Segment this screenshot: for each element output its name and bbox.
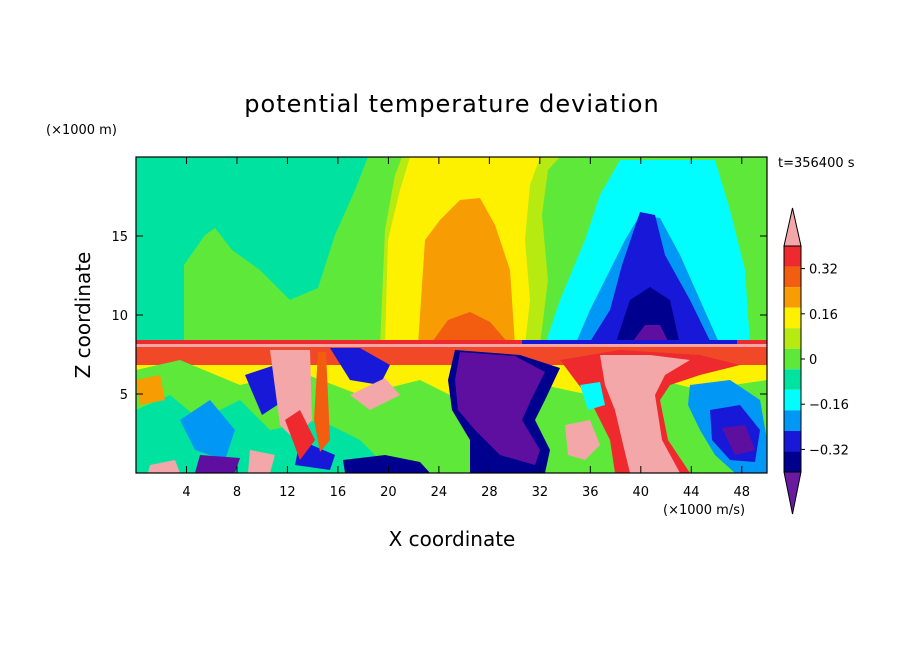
tropopause-blue: [522, 340, 737, 344]
x-tick-label: 8: [233, 485, 241, 500]
colorbar-segment: [784, 451, 801, 472]
colorbar-segment: [784, 246, 801, 267]
x-tick-label: 32: [532, 485, 549, 500]
orange-patch-left: [136, 375, 165, 405]
x-units-label: (×1000 m/s): [663, 503, 745, 518]
red-streak-1: [285, 410, 315, 460]
purple-cell: [455, 352, 545, 465]
colorbar-segment: [784, 266, 801, 288]
colorbar-tick-label: −0.32: [809, 443, 849, 458]
chart-title: potential temperature deviation: [244, 90, 659, 118]
x-tick-label: 12: [279, 485, 296, 500]
colorbar-under-triangle: [783, 471, 802, 515]
colorbar-segment: [784, 287, 801, 308]
colorbar-segment: [784, 369, 801, 390]
colorbar-segment: [784, 430, 801, 452]
red-orange-cap: [430, 312, 510, 345]
y-tick-label: 10: [111, 309, 128, 324]
x-tick-label: 44: [683, 485, 700, 500]
y-units-label: (×1000 m): [46, 123, 117, 138]
x-tick-label: 48: [733, 485, 750, 500]
orange-streak-1: [314, 352, 330, 452]
colorbar-segment: [784, 328, 801, 349]
navy-patch-3: [330, 348, 390, 385]
pink-patch-1: [248, 450, 275, 473]
x-tick-label: 20: [380, 485, 397, 500]
blue-patch-1: [180, 400, 235, 460]
y-tick-label: 15: [111, 230, 128, 245]
pink-plume-2: [350, 378, 400, 410]
colorbar-segment: [784, 410, 801, 431]
x-tick-label: 16: [330, 485, 347, 500]
purple-cell-right: [722, 425, 755, 455]
x-tick-label: 24: [431, 485, 448, 500]
colorbar-tick-label: 0.16: [809, 308, 838, 323]
navy-bottom: [343, 455, 430, 473]
colorbar-tick-label: 0.32: [809, 263, 838, 278]
tropopause-pink: [136, 344, 767, 347]
colorbar-over-triangle: [783, 207, 802, 247]
cyan-patch-1: [580, 382, 605, 410]
time-label: t=356400 s: [778, 156, 855, 171]
y-tick-label: 5: [120, 388, 128, 403]
pink-patch-2: [148, 460, 180, 473]
navy-dome: [615, 287, 680, 345]
colorbar-segment: [784, 307, 801, 329]
x-axis: 4 8 12 16 20 24 28 32 36 40 44 48: [182, 157, 750, 500]
colorbar-tick-label: −0.16: [809, 398, 849, 413]
colorbar-segment: [784, 348, 801, 370]
purple-patch-1: [195, 455, 240, 473]
y-axis-title: Z coordinate: [71, 252, 95, 379]
pink-cell: [600, 355, 690, 473]
x-tick-label: 40: [633, 485, 650, 500]
x-tick-label: 4: [182, 485, 190, 500]
colorbar: 0.32 0.16 0 −0.16 −0.32: [783, 207, 849, 515]
tropopause-red: [136, 340, 767, 344]
y-axis: 5 10 15: [111, 230, 767, 403]
colorbar-segment: [784, 389, 801, 411]
x-axis-title: X coordinate: [389, 527, 516, 551]
x-tick-label: 36: [582, 485, 599, 500]
x-tick-label: 28: [481, 485, 498, 500]
deep-blue-dome: [588, 212, 712, 345]
plot-area: [136, 157, 767, 473]
orange-dome: [418, 198, 515, 345]
colorbar-tick-label: 0: [809, 353, 817, 368]
pink-patch-3: [565, 420, 600, 460]
